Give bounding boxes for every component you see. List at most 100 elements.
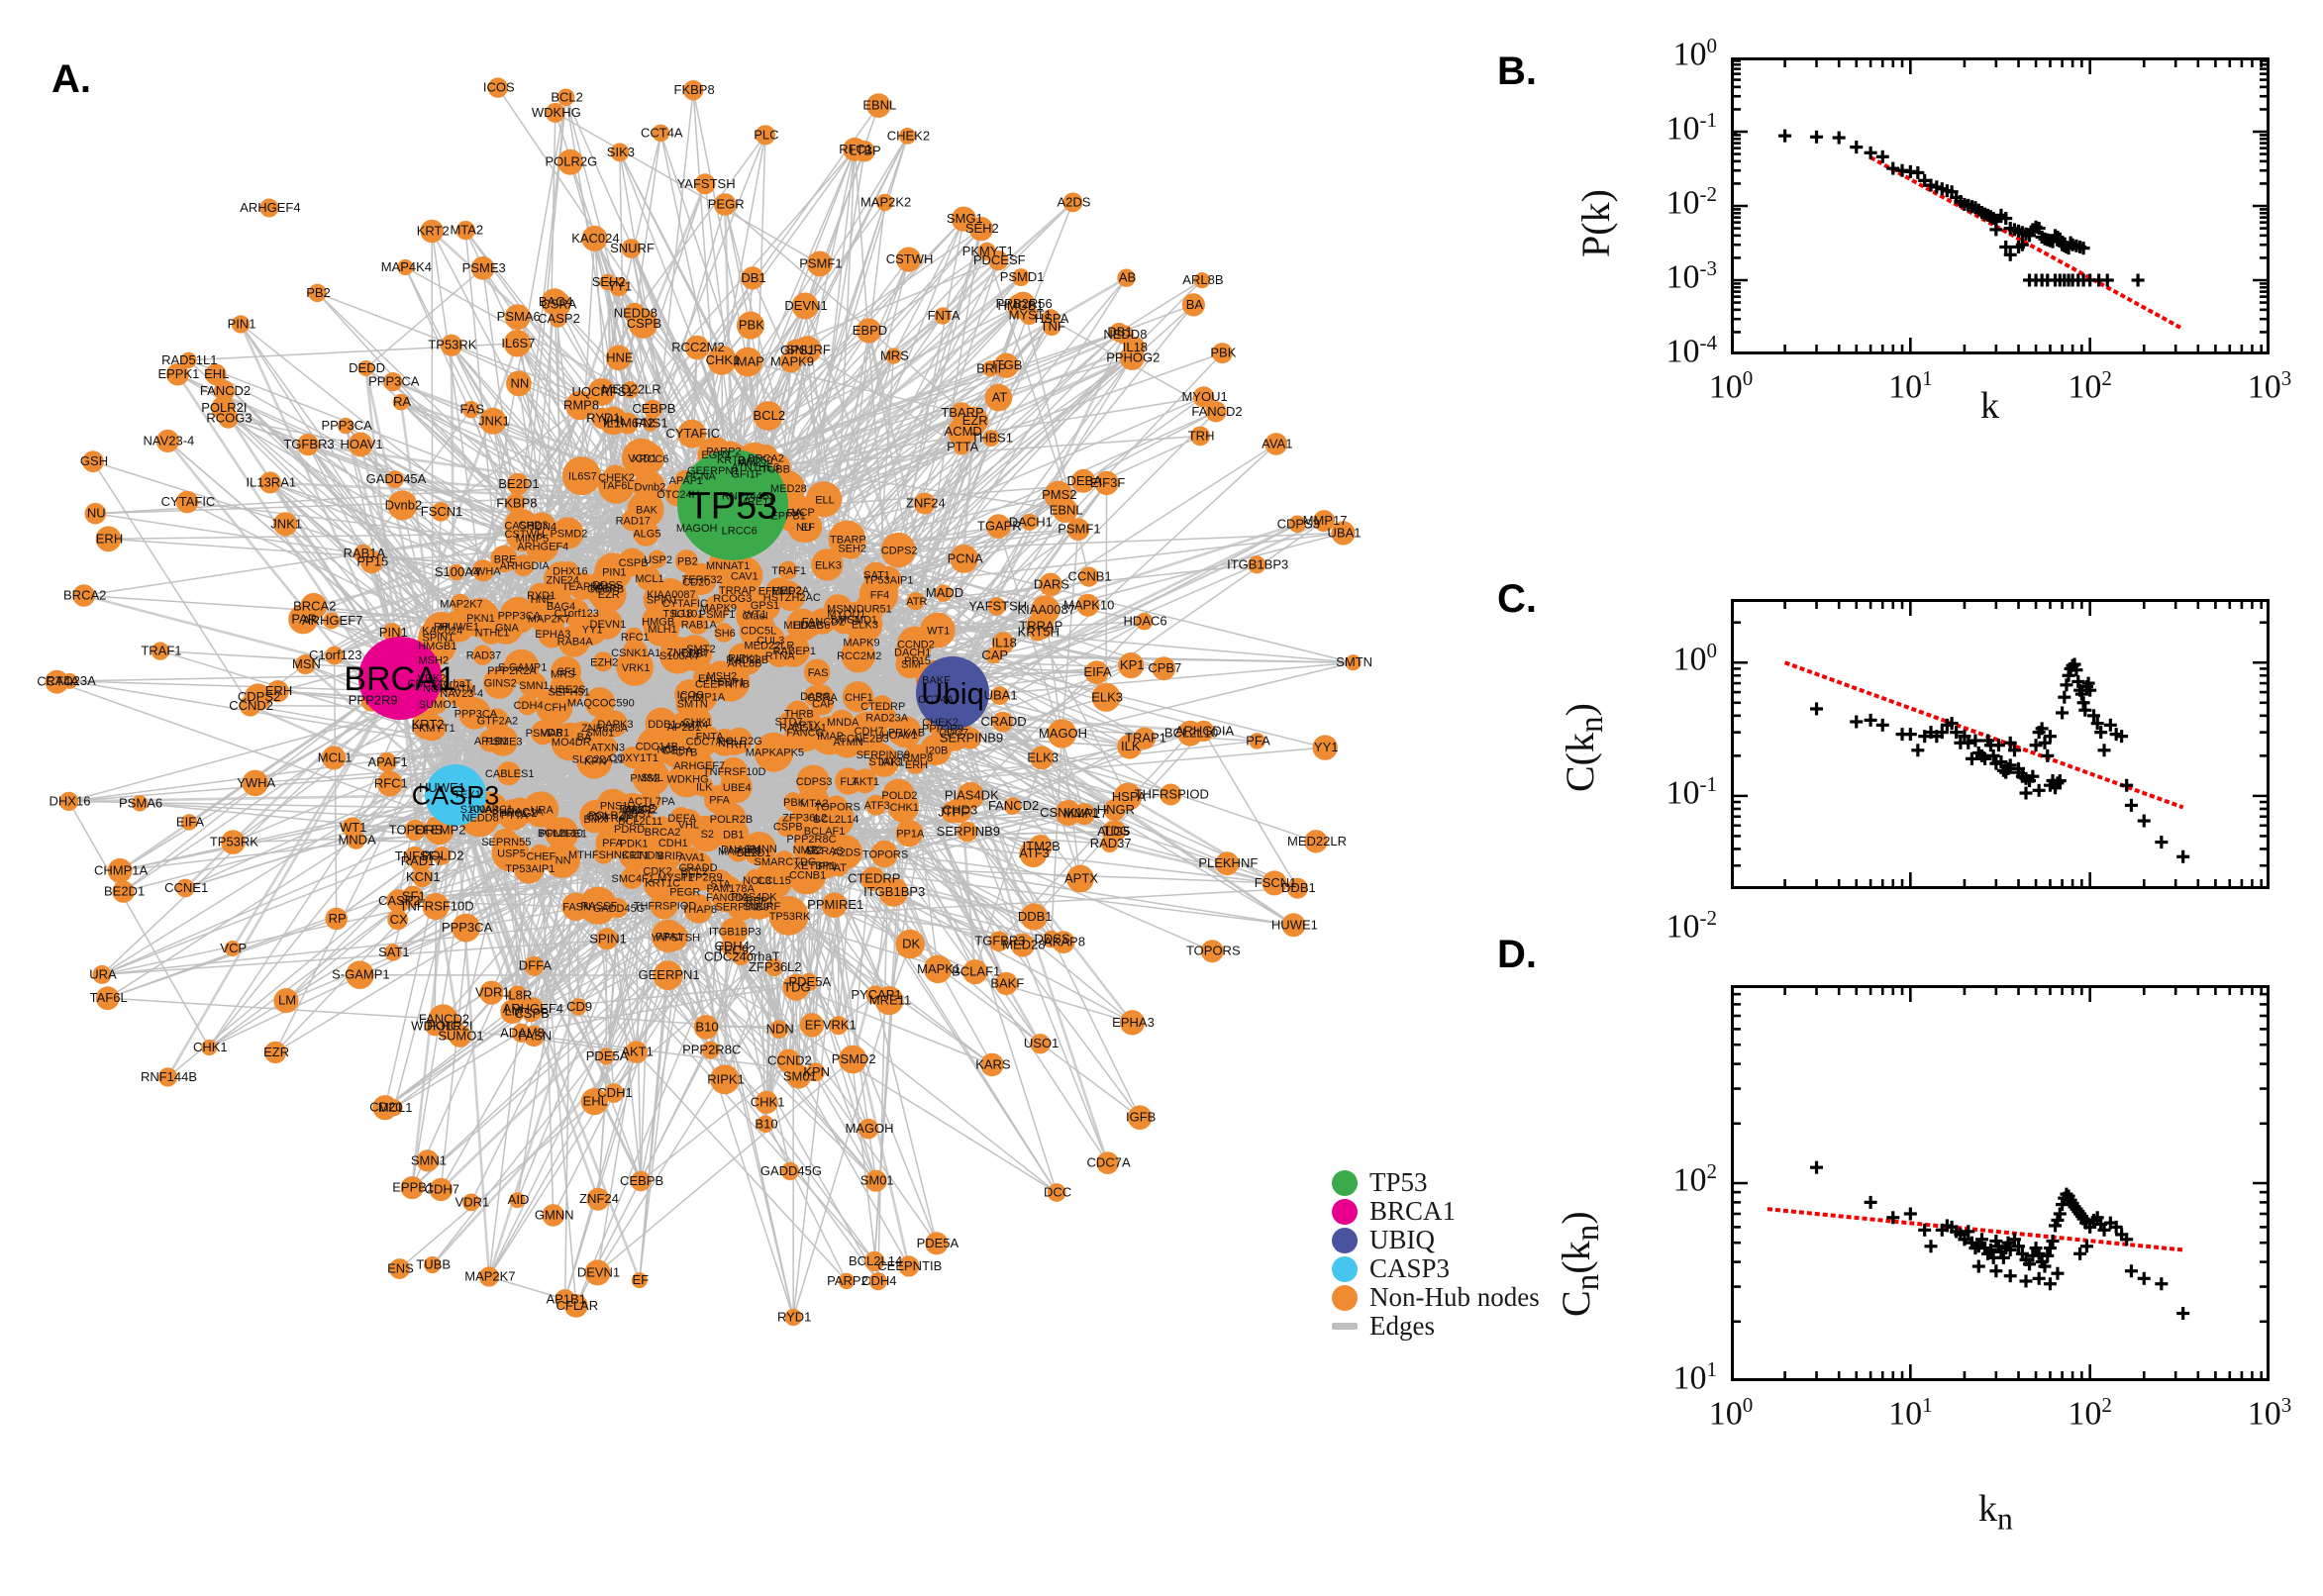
- network-node[interactable]: [993, 352, 1019, 378]
- network-node[interactable]: [1313, 510, 1336, 533]
- network-node[interactable]: [899, 128, 916, 145]
- network-node[interactable]: [621, 239, 642, 258]
- network-node[interactable]: [384, 944, 402, 961]
- network-node[interactable]: [895, 819, 924, 848]
- network-node[interactable]: [1160, 783, 1182, 806]
- network-node[interactable]: [412, 710, 442, 740]
- network-node[interactable]: [211, 396, 236, 420]
- network-node[interactable]: [586, 1187, 610, 1211]
- network-node[interactable]: [175, 878, 195, 898]
- network-node[interactable]: [1119, 1010, 1146, 1036]
- network-node[interactable]: [992, 632, 1015, 654]
- network-node[interactable]: [755, 1090, 778, 1114]
- network-node[interactable]: [600, 710, 628, 738]
- network-node[interactable]: [545, 818, 574, 848]
- network-node[interactable]: [624, 805, 655, 837]
- network-node[interactable]: [1003, 797, 1022, 815]
- network-node[interactable]: [357, 360, 374, 376]
- network-node[interactable]: [418, 618, 456, 656]
- network-node[interactable]: [784, 712, 825, 752]
- network-node[interactable]: [683, 894, 713, 924]
- network-node[interactable]: [783, 792, 803, 812]
- network-node[interactable]: [1345, 654, 1362, 671]
- network-node[interactable]: [180, 351, 197, 368]
- network-node[interactable]: [986, 514, 1011, 539]
- network-node[interactable]: [878, 876, 909, 907]
- network-node[interactable]: [1331, 521, 1356, 546]
- network-node[interactable]: [1094, 470, 1119, 496]
- network-node[interactable]: [387, 490, 418, 521]
- network-node[interactable]: [736, 596, 773, 635]
- network-node[interactable]: [504, 508, 539, 543]
- network-node[interactable]: [865, 985, 885, 1005]
- network-node[interactable]: [745, 868, 767, 892]
- network-node[interactable]: [376, 770, 403, 797]
- network-node[interactable]: [766, 643, 791, 668]
- network-node[interactable]: [630, 1170, 652, 1192]
- network-node[interactable]: [653, 823, 692, 862]
- network-node[interactable]: [84, 502, 107, 525]
- network-node[interactable]: [503, 330, 532, 357]
- network-node[interactable]: [849, 711, 888, 750]
- network-node[interactable]: [584, 687, 616, 718]
- network-node[interactable]: [1052, 931, 1075, 953]
- network-node[interactable]: [387, 909, 408, 931]
- network-node[interactable]: [690, 639, 710, 658]
- network-node[interactable]: [992, 711, 1014, 733]
- network-node[interactable]: [1200, 940, 1224, 963]
- network-node[interactable]: [506, 472, 530, 495]
- network-node[interactable]: [698, 726, 719, 747]
- network-node[interactable]: [710, 661, 751, 702]
- network-node[interactable]: [887, 791, 919, 823]
- network-node[interactable]: [354, 544, 373, 563]
- network-node[interactable]: [462, 401, 480, 419]
- network-node[interactable]: [325, 907, 349, 931]
- network-node[interactable]: [765, 577, 792, 604]
- network-node[interactable]: [982, 430, 1000, 448]
- network-node[interactable]: [1078, 566, 1099, 587]
- network-node[interactable]: [1118, 652, 1145, 679]
- network-node[interactable]: [866, 93, 891, 118]
- network-node[interactable]: [843, 137, 867, 161]
- network-node[interactable]: [112, 880, 135, 903]
- network-node[interactable]: [811, 549, 844, 581]
- network-node[interactable]: [898, 1255, 920, 1277]
- network-node[interactable]: [860, 866, 885, 891]
- network-node[interactable]: [483, 666, 516, 699]
- network-node[interactable]: [556, 149, 583, 175]
- network-node[interactable]: [934, 307, 952, 325]
- network-node[interactable]: [625, 1041, 648, 1063]
- network-node[interactable]: [987, 597, 1006, 616]
- network-node[interactable]: [889, 716, 922, 748]
- network-node[interactable]: [273, 512, 298, 537]
- network-node[interactable]: [688, 815, 725, 852]
- network-node[interactable]: [701, 1041, 720, 1059]
- network-node[interactable]: [273, 988, 299, 1014]
- network-node[interactable]: [674, 549, 698, 573]
- network-node[interactable]: [807, 250, 833, 277]
- network-node[interactable]: [736, 311, 764, 340]
- network-node[interactable]: [545, 102, 565, 123]
- network-node[interactable]: [478, 1266, 499, 1287]
- network-node[interactable]: [1062, 192, 1083, 213]
- network-node[interactable]: [813, 852, 840, 879]
- network-node[interactable]: [420, 219, 445, 244]
- network-node[interactable]: [1039, 572, 1062, 596]
- network-node[interactable]: [512, 554, 535, 576]
- network-node[interactable]: [1047, 719, 1077, 748]
- network-node[interactable]: [919, 612, 956, 648]
- network-node[interactable]: [1055, 800, 1081, 826]
- network-node[interactable]: [1044, 480, 1073, 510]
- network-node[interactable]: [617, 412, 639, 435]
- network-node[interactable]: [346, 960, 374, 989]
- network-node[interactable]: [658, 637, 697, 674]
- network-node[interactable]: [668, 736, 702, 769]
- network-node[interactable]: [778, 560, 798, 580]
- network-node[interactable]: [906, 592, 925, 611]
- network-node[interactable]: [522, 1005, 540, 1023]
- network-node[interactable]: [710, 1064, 740, 1095]
- network-node[interactable]: [994, 971, 1018, 996]
- network-node[interactable]: [392, 393, 410, 411]
- network-node[interactable]: [621, 746, 645, 769]
- network-node[interactable]: [1109, 323, 1129, 343]
